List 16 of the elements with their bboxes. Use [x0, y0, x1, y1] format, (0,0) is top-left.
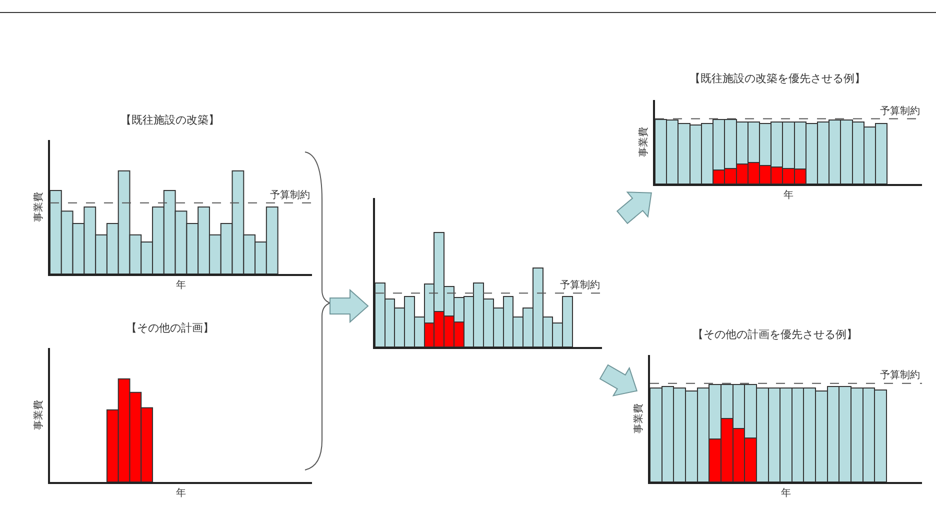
- y-axis-title: 事業費: [32, 192, 44, 222]
- y-axis-title: 事業費: [632, 404, 644, 434]
- y-axis-title: 事業費: [32, 400, 44, 430]
- ref-line-label: 予算制約: [560, 279, 600, 291]
- chart-title: 【既往施設の改築を優先させる例】: [690, 72, 866, 85]
- y-axis-title: 事業費: [638, 127, 650, 157]
- x-axis-title: 年: [784, 189, 794, 201]
- ref-line-label: 予算制約: [270, 189, 310, 201]
- chart-title: 【その他の計画を優先させる例】: [692, 328, 858, 342]
- ref-line-label: 予算制約: [880, 369, 920, 381]
- chart-title: 【既往施設の改築】: [120, 113, 220, 126]
- x-axis-title: 年: [176, 279, 186, 291]
- x-axis-title: 年: [781, 487, 791, 499]
- chart-title: 【その他の計画】: [126, 321, 214, 334]
- x-axis-title: 年: [176, 487, 186, 499]
- ref-line-label: 予算制約: [880, 105, 920, 117]
